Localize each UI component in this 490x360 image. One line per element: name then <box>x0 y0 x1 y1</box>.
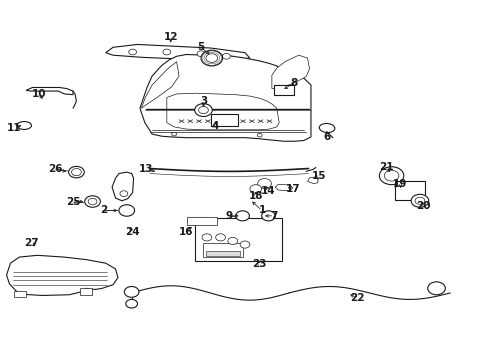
Circle shape <box>129 49 137 55</box>
Polygon shape <box>275 184 293 191</box>
Circle shape <box>428 282 445 295</box>
Circle shape <box>126 300 138 308</box>
Polygon shape <box>106 44 250 61</box>
Text: 7: 7 <box>270 211 278 221</box>
FancyBboxPatch shape <box>80 288 92 295</box>
Polygon shape <box>167 93 279 130</box>
Circle shape <box>384 170 399 181</box>
Text: 27: 27 <box>24 238 38 248</box>
Text: 25: 25 <box>66 197 80 207</box>
Polygon shape <box>272 55 310 89</box>
Circle shape <box>240 241 250 248</box>
Polygon shape <box>308 177 319 184</box>
FancyBboxPatch shape <box>187 217 217 225</box>
Circle shape <box>250 185 262 193</box>
Circle shape <box>124 287 139 297</box>
Ellipse shape <box>319 123 335 132</box>
Polygon shape <box>112 172 134 201</box>
Circle shape <box>262 211 275 221</box>
FancyBboxPatch shape <box>206 251 240 256</box>
Circle shape <box>216 234 225 241</box>
Circle shape <box>257 134 262 137</box>
Circle shape <box>379 167 404 185</box>
Ellipse shape <box>17 122 31 130</box>
Circle shape <box>222 53 230 59</box>
Circle shape <box>163 49 171 55</box>
Circle shape <box>72 168 81 176</box>
Text: 4: 4 <box>212 121 220 131</box>
Text: 26: 26 <box>48 164 63 174</box>
Text: 20: 20 <box>416 201 431 211</box>
Circle shape <box>258 179 271 189</box>
Text: 13: 13 <box>139 164 153 174</box>
Text: 1: 1 <box>259 206 266 216</box>
Circle shape <box>69 166 84 178</box>
Text: 16: 16 <box>179 227 194 237</box>
Text: 12: 12 <box>164 32 178 41</box>
Text: 5: 5 <box>197 42 205 52</box>
Text: 17: 17 <box>286 184 300 194</box>
Text: 8: 8 <box>290 78 297 88</box>
Polygon shape <box>6 255 118 296</box>
Polygon shape <box>142 62 179 108</box>
Circle shape <box>88 198 97 205</box>
Circle shape <box>120 191 128 197</box>
Circle shape <box>119 205 135 216</box>
Text: 10: 10 <box>31 89 46 99</box>
Text: 23: 23 <box>252 259 267 269</box>
FancyBboxPatch shape <box>195 218 282 261</box>
FancyBboxPatch shape <box>274 85 294 95</box>
Text: 19: 19 <box>393 179 408 189</box>
Circle shape <box>198 107 208 114</box>
Circle shape <box>201 50 222 66</box>
FancyBboxPatch shape <box>211 114 238 126</box>
Text: 18: 18 <box>248 191 263 201</box>
Text: 11: 11 <box>7 123 22 133</box>
Circle shape <box>172 132 176 136</box>
Circle shape <box>228 237 238 244</box>
Text: 9: 9 <box>226 211 233 221</box>
Text: 15: 15 <box>312 171 326 181</box>
Circle shape <box>236 211 249 221</box>
Circle shape <box>197 51 205 57</box>
Circle shape <box>85 196 100 207</box>
Text: 24: 24 <box>125 227 140 237</box>
FancyBboxPatch shape <box>395 181 425 200</box>
Text: 14: 14 <box>261 186 276 196</box>
Circle shape <box>195 104 212 117</box>
FancyBboxPatch shape <box>14 291 26 297</box>
Circle shape <box>411 194 429 207</box>
Polygon shape <box>140 54 311 141</box>
Text: 6: 6 <box>323 132 331 142</box>
Text: 22: 22 <box>350 293 365 303</box>
Text: 3: 3 <box>200 96 207 106</box>
Circle shape <box>202 234 212 241</box>
Text: 2: 2 <box>99 206 107 216</box>
Polygon shape <box>26 87 73 95</box>
FancyBboxPatch shape <box>203 243 243 257</box>
Text: 21: 21 <box>379 162 394 172</box>
Circle shape <box>415 197 425 204</box>
Circle shape <box>206 54 218 62</box>
